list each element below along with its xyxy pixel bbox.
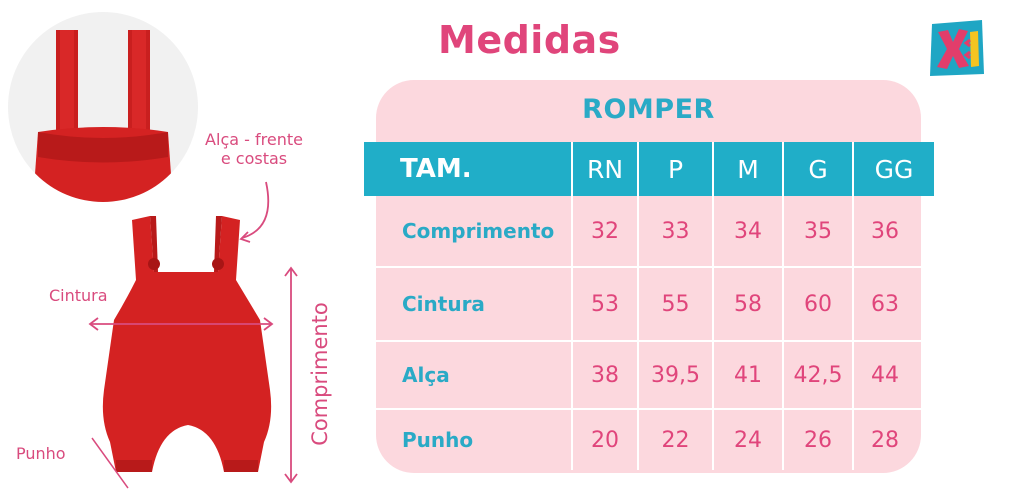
cell: 20 — [571, 410, 637, 470]
cell: 32 — [571, 196, 637, 266]
cell: 35 — [782, 196, 852, 266]
table-row: Comprimento 32 33 34 35 36 — [376, 196, 921, 266]
annotation-cintura: Cintura — [49, 286, 108, 305]
cell: 26 — [782, 410, 852, 470]
cell: 28 — [852, 410, 916, 470]
header-size-label: TAM. — [400, 154, 472, 184]
table-row: Cintura 53 55 58 60 63 — [376, 266, 921, 340]
cell: 41 — [712, 342, 782, 408]
row-label: Punho — [402, 428, 474, 452]
row-label: Cintura — [402, 292, 485, 316]
size-table-card: ROMPER TAM. RN P M G GG Comprimento 32 3… — [364, 80, 934, 473]
header-gg: GG — [852, 142, 934, 196]
cell: 39,5 — [637, 342, 712, 408]
annotation-punho: Punho — [16, 444, 66, 463]
header-p: P — [637, 142, 712, 196]
cell: 24 — [712, 410, 782, 470]
page-title: Medidas — [438, 18, 621, 62]
annotation-alca: Alça - frente e costas — [205, 130, 303, 168]
cell: 53 — [571, 268, 637, 340]
cell: 22 — [637, 410, 712, 470]
romper-front-illustration — [102, 216, 272, 472]
annotation-comprimento: Comprimento — [308, 302, 332, 446]
cintura-arrow — [88, 317, 274, 331]
cell: 55 — [637, 268, 712, 340]
comprimento-arrow — [284, 266, 298, 484]
table-row: Alça 38 39,5 41 42,5 44 — [376, 340, 921, 408]
cell: 38 — [571, 342, 637, 408]
punho-arrow — [91, 437, 129, 489]
table-title: ROMPER — [582, 94, 715, 125]
table-row: Punho 20 22 24 26 28 — [376, 408, 921, 470]
cell: 36 — [852, 196, 916, 266]
cell: 63 — [852, 268, 916, 340]
header-rn: RN — [571, 142, 637, 196]
row-label: Comprimento — [402, 219, 555, 243]
cell: 58 — [712, 268, 782, 340]
row-label: Alça — [402, 363, 450, 387]
romper-back-photo — [8, 12, 198, 202]
cell: 44 — [852, 342, 916, 408]
cell: 60 — [782, 268, 852, 340]
alca-arrow — [239, 181, 270, 243]
cell: 33 — [637, 196, 712, 266]
brand-logo — [926, 16, 988, 80]
header-m: M — [712, 142, 782, 196]
cell: 42,5 — [782, 342, 852, 408]
header-g: G — [782, 142, 852, 196]
cell: 34 — [712, 196, 782, 266]
table-header: TAM. RN P M G GG — [364, 142, 934, 196]
